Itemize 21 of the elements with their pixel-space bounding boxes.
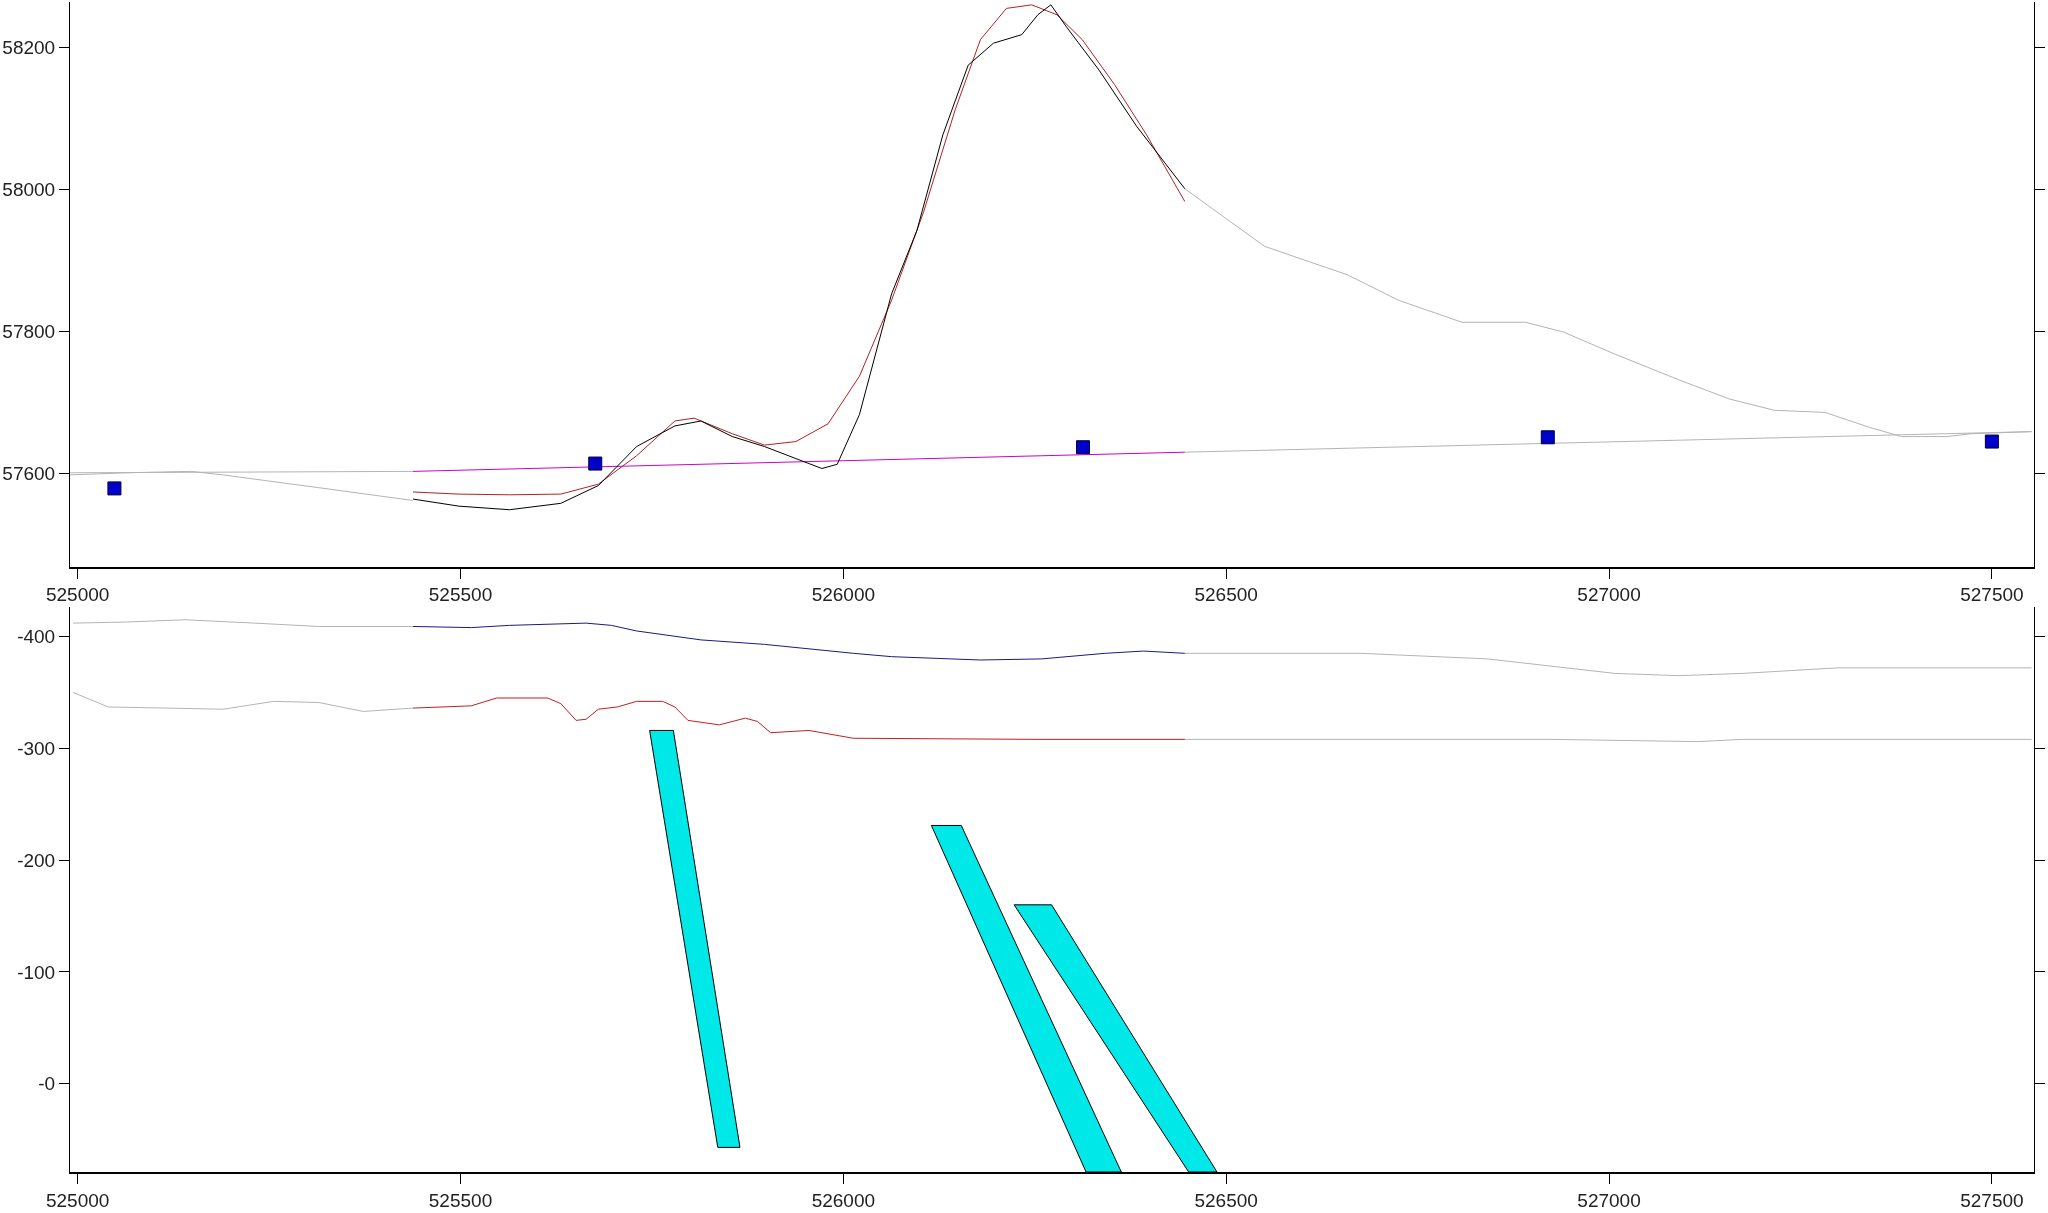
x-tick-label: 526000 — [811, 584, 876, 606]
y-tick-label: -200 — [17, 849, 56, 871]
y-tick-label: 58200 — [2, 37, 56, 59]
y-tick-label: 58000 — [2, 179, 56, 201]
x-tick-label: 526500 — [1194, 584, 1258, 606]
y-tick-label: 57600 — [2, 463, 56, 485]
x-tick-label: 527000 — [1577, 1189, 1641, 1211]
y-tick-label: -0 — [38, 1073, 56, 1095]
x-tick-label: 527500 — [1960, 584, 2024, 606]
x-tick-label: 526000 — [811, 1189, 876, 1211]
y-tick-label: -400 — [17, 626, 56, 648]
y-tick-label: 57800 — [2, 321, 56, 343]
x-tick-label: 525000 — [45, 584, 110, 606]
y-tick-label: -300 — [17, 737, 56, 759]
x-tick-label: 525500 — [428, 1189, 493, 1211]
x-tick-label: 525000 — [45, 1189, 110, 1211]
x-tick-label: 525500 — [428, 584, 493, 606]
x-tick-label: 526500 — [1194, 1189, 1258, 1211]
x-tick-label: 527500 — [1960, 1189, 2024, 1211]
y-tick-label: -100 — [17, 961, 56, 983]
x-tick-label: 527000 — [1577, 584, 1641, 606]
